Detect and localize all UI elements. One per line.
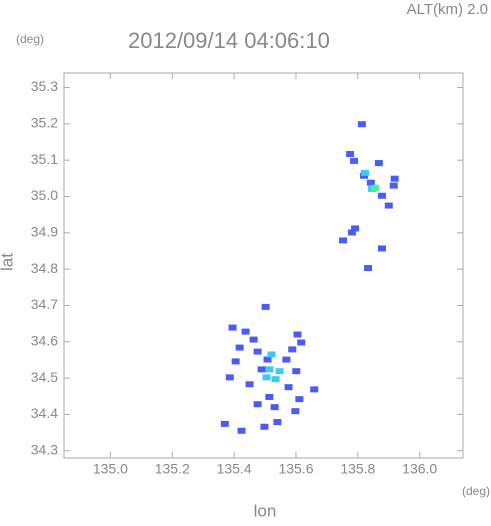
- echo-cell: [374, 160, 383, 167]
- echo-cell: [245, 381, 254, 388]
- echo-cell: [271, 376, 280, 383]
- echo-cell: [293, 331, 302, 338]
- echo-cell: [284, 384, 293, 391]
- echo-cell: [370, 184, 379, 191]
- echo-cell: [261, 303, 270, 310]
- echo-cell: [291, 408, 300, 415]
- echo-cell: [288, 346, 297, 353]
- echo-cell: [347, 229, 356, 236]
- echo-cell: [228, 324, 237, 331]
- echo-cell: [253, 401, 262, 408]
- x-tick-label: 135.0: [93, 461, 128, 477]
- echo-cell: [377, 245, 386, 252]
- y-tick-label: 34.3: [31, 441, 58, 457]
- echo-cell: [295, 396, 304, 403]
- echo-cell: [225, 374, 234, 381]
- echo-cell: [360, 169, 369, 176]
- echo-cell: [231, 358, 240, 365]
- x-tick-label: 135.6: [278, 461, 313, 477]
- echo-cell: [351, 225, 360, 232]
- y-tick-label: 34.7: [31, 296, 58, 312]
- echo-cell: [267, 351, 276, 358]
- echo-cell: [338, 237, 347, 244]
- echo-cell: [237, 427, 246, 434]
- y-tick-label: 34.4: [31, 405, 58, 421]
- echo-cell: [253, 348, 262, 355]
- echo-cell: [260, 423, 269, 430]
- y-tick-label: 35.0: [31, 187, 58, 203]
- x-unit: (deg): [462, 484, 490, 498]
- y-label: lat: [0, 253, 16, 271]
- chart-title: 2012/09/14 04:06:10: [128, 28, 330, 53]
- echo-cell: [257, 366, 266, 373]
- echo-cell: [282, 356, 291, 363]
- altitude: ALT(km) 2.0: [407, 1, 488, 18]
- x-tick-label: 135.2: [155, 461, 190, 477]
- y-tick-label: 35.2: [31, 115, 58, 131]
- y-tick-label: 34.6: [31, 332, 58, 348]
- echo-cell: [390, 175, 399, 182]
- echo-cell: [273, 419, 282, 426]
- echo-cell: [262, 374, 271, 381]
- echo-cell: [249, 336, 258, 343]
- echo-cell: [292, 368, 301, 375]
- echo-cell: [263, 356, 272, 363]
- echo-cell: [384, 202, 393, 209]
- y-tick-label: 34.8: [31, 260, 58, 276]
- echo-cell: [389, 182, 398, 189]
- y-tick-label: 35.3: [31, 78, 58, 94]
- echo-cell: [220, 420, 229, 427]
- x-tick-label: 135.4: [217, 461, 252, 477]
- echo-cell: [270, 404, 279, 411]
- plot-frame: [63, 72, 464, 459]
- y-tick-label: 34.9: [31, 224, 58, 240]
- y-tick-label: 35.1: [31, 151, 58, 167]
- x-tick-label: 136.0: [402, 461, 437, 477]
- echo-cell: [297, 339, 306, 346]
- x-tick-label: 135.8: [340, 461, 375, 477]
- x-label: lon: [254, 501, 277, 520]
- echo-cell: [275, 368, 284, 375]
- echo-cell: [377, 192, 386, 199]
- echo-cell: [346, 150, 355, 157]
- echo-cell: [350, 157, 359, 164]
- echo-cell: [235, 344, 244, 351]
- echo-cell: [265, 393, 274, 400]
- echo-cell: [366, 179, 375, 186]
- echo-cell: [241, 328, 250, 335]
- echo-cell: [265, 366, 274, 373]
- echo-cell: [364, 265, 373, 272]
- y-unit: (deg): [16, 32, 44, 46]
- y-tick-label: 34.5: [31, 369, 58, 385]
- echo-cell: [310, 386, 319, 393]
- echo-cell: [357, 121, 366, 128]
